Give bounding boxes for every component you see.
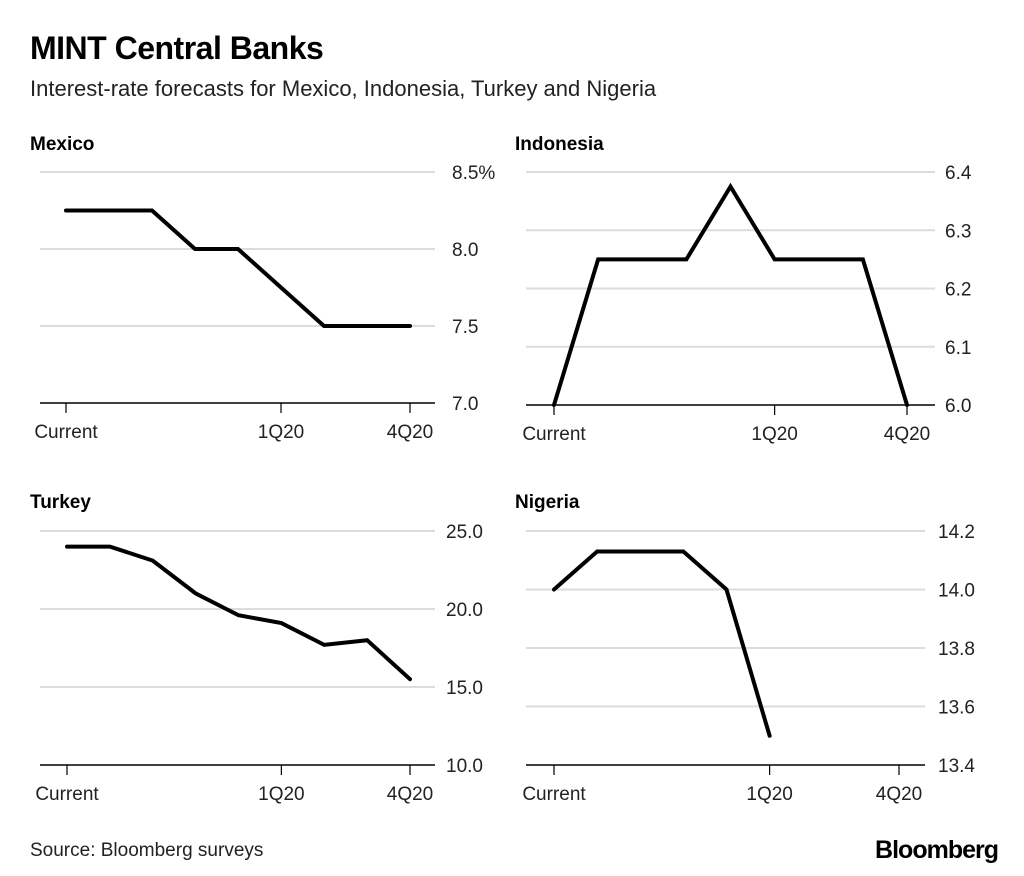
y-tick-label: 25.0 [446,522,483,543]
y-tick-label: 20.0 [446,600,483,621]
y-tick-label: 7.5 [452,317,478,338]
chart-title: MINT Central Banks [30,30,324,66]
panel-title: Indonesia [515,134,604,155]
x-tick-label: 1Q20 [751,424,797,445]
series-line-indonesia [552,182,909,407]
panel-title: Nigeria [515,492,580,513]
series-line-mexico [64,208,412,328]
x-tick-label: 4Q20 [387,784,433,805]
x-tick-label: 1Q20 [258,784,304,805]
y-tick-label: 10.0 [446,756,483,777]
chart-subtitle: Interest-rate forecasts for Mexico, Indo… [30,76,657,101]
x-tick-label: Current [35,784,99,805]
x-tick-label: 4Q20 [884,424,930,445]
series-line-nigeria [552,549,772,738]
panel-title: Turkey [30,492,91,513]
y-tick-label: 14.0 [938,581,975,602]
x-tick-label: Current [34,422,98,443]
y-tick-label: 6.3 [945,221,971,242]
x-tick-label: 4Q20 [876,784,922,805]
y-tick-label: 6.4 [945,163,972,184]
y-tick-label: 14.2 [938,522,975,543]
x-tick-label: 4Q20 [387,422,433,443]
series-line-turkey [65,544,412,682]
y-tick-label: 13.8 [938,639,975,660]
y-tick-label: 6.2 [945,280,971,301]
y-tick-label: 15.0 [446,678,483,699]
y-tick-label: 13.6 [938,698,975,719]
x-tick-label: 1Q20 [258,422,304,443]
y-tick-label: 8.5% [452,163,495,184]
x-tick-label: Current [522,784,586,805]
x-tick-label: 1Q20 [746,784,792,805]
y-tick-label: 7.0 [452,394,478,415]
y-tick-label: 6.1 [945,338,971,359]
bloomberg-logo: Bloomberg [875,836,999,864]
panel-title: Mexico [30,134,94,155]
y-tick-label: 13.4 [938,756,975,777]
source-note: Source: Bloomberg surveys [30,840,264,861]
y-tick-label: 6.0 [945,396,971,417]
y-tick-label: 8.0 [452,240,478,261]
x-tick-label: Current [522,424,586,445]
